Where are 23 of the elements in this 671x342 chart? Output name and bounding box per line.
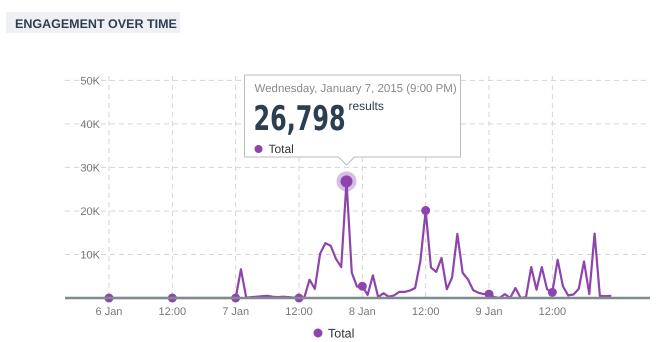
point <box>421 206 430 216</box>
x-tick-label: 12:00 <box>412 306 440 318</box>
x-tick-label: 12:00 <box>538 306 566 318</box>
x-tick-label: 6 Jan <box>96 306 122 318</box>
annotation: results <box>348 99 384 113</box>
y-tick-label: 30K <box>80 162 101 174</box>
point <box>548 288 557 297</box>
annotation: Total <box>268 142 294 156</box>
y-tick-label: 40K <box>80 118 101 131</box>
x-tick-label: 9 Jan <box>476 306 502 318</box>
point <box>358 282 367 291</box>
chart-title: ENGAGEMENT OVER TIME <box>15 17 177 31</box>
y-tick-label: 50K <box>80 75 101 88</box>
y-tick-label: 20K <box>80 206 101 218</box>
annotation: 26,798 <box>254 100 346 139</box>
annotation: Wednesday, January 7, 2015 (9:00 PM) <box>254 83 457 95</box>
legend-label: Total <box>328 326 354 340</box>
x-tick-label: 7 Jan <box>222 306 250 318</box>
x-tick-label: 12:00 <box>158 306 186 318</box>
y-tick-label: 10K <box>80 249 101 262</box>
x-tick-label: 8 Jan <box>348 306 376 318</box>
point <box>336 171 357 192</box>
x-tick-label: 12:00 <box>285 306 313 318</box>
